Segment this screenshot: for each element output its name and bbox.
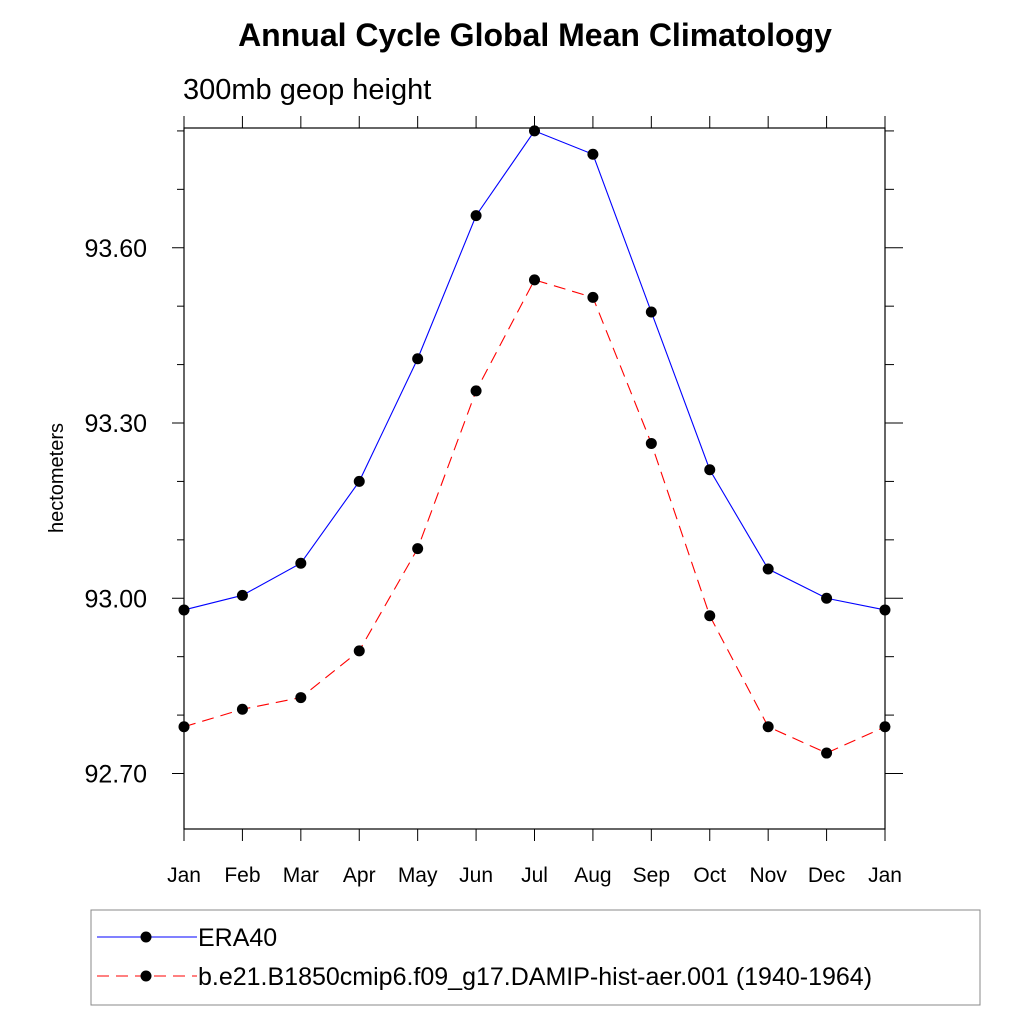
x-tick-label: Jul xyxy=(521,864,548,887)
axes-group: Jan Feb Mar Apr May Jun Jul Aug Sep Oct Nov Dec Jan 9… xyxy=(84,116,903,887)
x-tick-label: Oct xyxy=(693,864,726,887)
data-point xyxy=(587,148,599,160)
legend-marker-0 xyxy=(140,931,152,943)
data-point xyxy=(821,747,833,759)
series-group xyxy=(178,125,891,759)
data-point xyxy=(529,274,540,286)
series-line-0 xyxy=(183,130,886,611)
data-point xyxy=(762,563,774,575)
data-point xyxy=(236,589,248,601)
data-point xyxy=(879,604,891,616)
x-tick-label: Dec xyxy=(808,864,845,887)
legend-box xyxy=(90,909,981,1006)
data-point xyxy=(295,692,307,704)
data-point xyxy=(879,721,891,733)
x-tick-label: Apr xyxy=(343,864,376,887)
legend: ERA40 b.e21.B1850cmip6.f09_g17.DAMIP-hist… xyxy=(90,909,981,1006)
y-tick-label: 93.00 xyxy=(84,585,147,613)
legend-label-0: ERA40 xyxy=(198,924,277,952)
x-tick-label: May xyxy=(398,864,438,887)
data-point xyxy=(587,291,599,303)
data-point xyxy=(762,721,774,733)
data-point xyxy=(353,475,365,487)
data-point xyxy=(529,125,540,137)
data-point xyxy=(412,353,424,365)
y-tick-label: 93.60 xyxy=(84,235,147,263)
chart-subtitle: 300mb geop height xyxy=(183,74,431,106)
data-point xyxy=(353,645,365,657)
data-point xyxy=(704,610,716,622)
data-point xyxy=(178,604,190,616)
x-tick-label: Jun xyxy=(459,864,493,887)
data-point xyxy=(412,543,424,555)
chart-title: Annual Cycle Global Mean Climatology xyxy=(238,17,832,53)
x-tick-label: Jan xyxy=(868,864,902,887)
y-tick-label: 92.70 xyxy=(84,761,147,789)
y-tick-label: 93.30 xyxy=(84,410,147,438)
legend-label-1: b.e21.B1850cmip6.f09_g17.DAMIP-hist-aer.… xyxy=(198,963,872,991)
legend-marker-1 xyxy=(140,970,152,982)
y-axis-label: hectometers xyxy=(46,423,68,533)
data-point xyxy=(470,385,482,397)
plot-frame xyxy=(183,127,886,830)
data-point xyxy=(178,721,190,733)
x-tick-label: Aug xyxy=(574,864,611,887)
data-point xyxy=(295,557,307,569)
data-point xyxy=(236,703,248,715)
data-point xyxy=(821,592,833,604)
x-tick-label: Feb xyxy=(224,864,260,887)
title-group: Annual Cycle Global Mean Climatology 300… xyxy=(183,17,832,106)
data-point xyxy=(645,306,657,318)
data-point xyxy=(704,464,716,476)
x-tick-label: Nov xyxy=(749,864,787,887)
x-tick-label: Jan xyxy=(167,864,201,887)
data-point xyxy=(470,210,482,222)
series-line-1 xyxy=(183,279,886,754)
x-tick-label: Mar xyxy=(283,864,319,887)
data-point xyxy=(645,437,657,449)
x-tick-label: Sep xyxy=(633,864,670,887)
